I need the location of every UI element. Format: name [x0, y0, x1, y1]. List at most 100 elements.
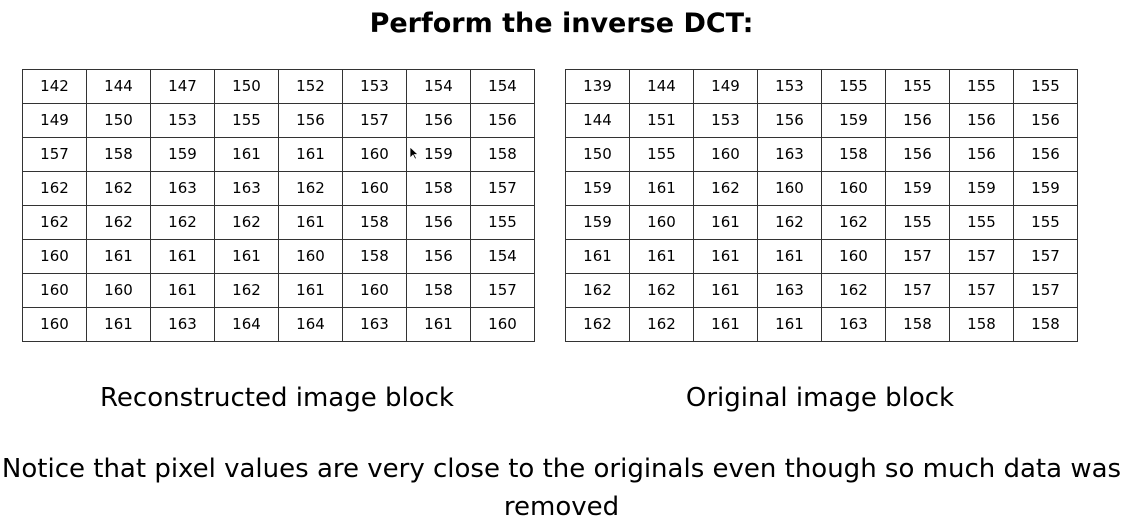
pixel-value-cell: 162: [214, 273, 279, 308]
pixel-value-cell: 153: [342, 69, 407, 104]
table-row: 162 162 161 163 162 157 157 157: [565, 273, 1078, 308]
pixel-value-cell: 157: [22, 137, 87, 172]
pixel-value-cell: 157: [1013, 239, 1078, 274]
pixel-value-cell: 156: [949, 137, 1014, 172]
table-row: 161 161 161 161 160 157 157 157: [565, 239, 1078, 274]
pixel-value-cell: 160: [342, 273, 407, 308]
pixel-value-cell: 162: [22, 171, 87, 206]
pixel-value-cell: 152: [278, 69, 343, 104]
pixel-value-cell: 157: [885, 239, 950, 274]
pixel-value-cell: 155: [214, 103, 279, 138]
pixel-value-cell: 160: [693, 137, 758, 172]
pixel-value-cell: 163: [342, 307, 407, 342]
pixel-value-cell: 157: [342, 103, 407, 138]
pixel-value-cell: 164: [278, 307, 343, 342]
pixel-value-cell: 159: [885, 171, 950, 206]
pixel-value-cell: 151: [629, 103, 694, 138]
pixel-value-cell: 159: [949, 171, 1014, 206]
pixel-value-cell: 162: [565, 273, 630, 308]
table-row: 160 161 161 161 160 158 156 154: [22, 239, 535, 274]
pixel-value-cell: 161: [406, 307, 471, 342]
pixel-value-cell: 160: [278, 239, 343, 274]
pixel-value-cell: 153: [150, 103, 215, 138]
pixel-value-cell: 161: [150, 273, 215, 308]
pixel-value-cell: 160: [86, 273, 151, 308]
original-block-table: 139 144 149 153 155 155 155 155 144 151 153 156 159 1…: [565, 69, 1078, 342]
mouse-pointer-icon: [409, 146, 419, 160]
pixel-value-cell: 160: [342, 137, 407, 172]
pixel-value-cell: 161: [629, 171, 694, 206]
pixel-value-cell: 155: [470, 205, 535, 240]
pixel-value-cell: 162: [693, 171, 758, 206]
pixel-value-cell: 155: [949, 205, 1014, 240]
pixel-value-cell: 153: [757, 69, 822, 104]
pixel-value-cell: 158: [470, 137, 535, 172]
pixel-value-cell: 156: [278, 103, 343, 138]
pixel-value-cell: 162: [22, 205, 87, 240]
pixel-value-cell: 150: [214, 69, 279, 104]
original-block-body: 139 144 149 153 155 155 155 155 144 151 153 156 159 1…: [565, 69, 1078, 342]
pixel-value-cell: 162: [86, 171, 151, 206]
pixel-value-cell: 154: [470, 239, 535, 274]
pixel-value-cell: 155: [949, 69, 1014, 104]
pixel-value-cell: 161: [278, 273, 343, 308]
table-row: 139 144 149 153 155 155 155 155: [565, 69, 1078, 104]
pixel-value-cell: 158: [885, 307, 950, 342]
pixel-value-cell: 161: [757, 239, 822, 274]
reconstructed-block-caption: Reconstructed image block: [100, 383, 454, 413]
pixel-value-cell: 157: [470, 273, 535, 308]
pixel-value-cell: 156: [406, 205, 471, 240]
pixel-value-cell: 142: [22, 69, 87, 104]
table-row: 160 160 161 162 161 160 158 157: [22, 273, 535, 308]
pixel-value-cell: 156: [1013, 103, 1078, 138]
pixel-value-cell: 161: [693, 307, 758, 342]
pixel-value-cell: 160: [470, 307, 535, 342]
pixel-value-cell: 161: [693, 205, 758, 240]
pixel-value-cell: 160: [22, 307, 87, 342]
pixel-value-cell: 161: [86, 239, 151, 274]
pixel-value-cell: 155: [629, 137, 694, 172]
pixel-value-cell: 162: [821, 273, 886, 308]
table-row: 150 155 160 163 158 156 156 156: [565, 137, 1078, 172]
pixel-value-cell: 161: [629, 239, 694, 274]
pixel-value-cell: 163: [150, 171, 215, 206]
original-block-caption: Original image block: [685, 383, 955, 413]
pixel-value-cell: 161: [693, 273, 758, 308]
pixel-value-cell: 161: [693, 239, 758, 274]
pixel-value-cell: 160: [629, 205, 694, 240]
pixel-value-cell: 154: [406, 69, 471, 104]
pixel-value-cell: 160: [342, 171, 407, 206]
pixel-value-cell: 163: [821, 307, 886, 342]
table-row: 142 144 147 150 152 153 154 154: [22, 69, 535, 104]
table-row: 159 161 162 160 160 159 159 159: [565, 171, 1078, 206]
pixel-value-cell: 161: [214, 239, 279, 274]
pixel-value-cell: 163: [150, 307, 215, 342]
pixel-value-cell: 156: [470, 103, 535, 138]
pixel-value-cell: 163: [757, 137, 822, 172]
pixel-value-cell: 160: [22, 239, 87, 274]
pixel-value-cell: 162: [821, 205, 886, 240]
pixel-value-cell: 158: [86, 137, 151, 172]
pixel-value-cell: 150: [565, 137, 630, 172]
pixel-value-cell: 162: [86, 205, 151, 240]
pixel-value-cell: 160: [757, 171, 822, 206]
pixel-value-cell: 158: [1013, 307, 1078, 342]
pixel-value-cell: 149: [22, 103, 87, 138]
pixel-value-cell: 158: [342, 205, 407, 240]
pixel-value-cell: 157: [885, 273, 950, 308]
pixel-value-cell: 158: [821, 137, 886, 172]
reconstructed-block-table: 142 144 147 150 152 153 154 154 149 150 153 155 156 1…: [22, 69, 535, 342]
pixel-value-cell: 150: [86, 103, 151, 138]
pixel-value-cell: 156: [885, 137, 950, 172]
pixel-value-cell: 156: [1013, 137, 1078, 172]
pixel-value-cell: 161: [86, 307, 151, 342]
slide-title: Perform the inverse DCT:: [369, 8, 754, 39]
pixel-value-cell: 162: [629, 273, 694, 308]
table-row: 162 162 161 161 163 158 158 158: [565, 307, 1078, 342]
pixel-value-cell: 144: [86, 69, 151, 104]
reconstructed-block-body: 142 144 147 150 152 153 154 154 149 150 153 155 156 1…: [22, 69, 535, 342]
pixel-value-cell: 156: [757, 103, 822, 138]
pixel-value-cell: 159: [565, 205, 630, 240]
pixel-value-cell: 160: [821, 171, 886, 206]
pixel-value-cell: 162: [150, 205, 215, 240]
